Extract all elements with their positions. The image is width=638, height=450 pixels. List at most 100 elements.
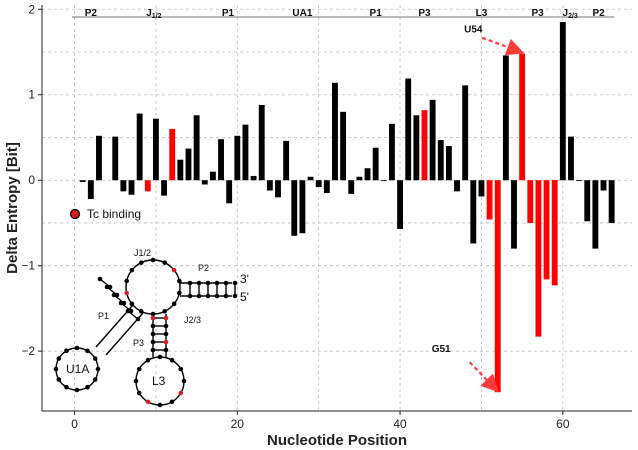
bar-series0-pos2: [87, 180, 94, 200]
bar-series1-pos12: [169, 128, 176, 181]
nucleotide: [133, 378, 139, 384]
nucleotide: [150, 257, 156, 263]
nucleotide: [171, 301, 177, 307]
bar-series0-pos62: [576, 180, 583, 182]
legend-label: Tc binding: [87, 207, 141, 221]
nucleotide: [187, 293, 193, 299]
y-tick-label: −1: [21, 259, 35, 273]
bar-series0-pos24: [266, 180, 273, 191]
inset-p2-label: P2: [198, 263, 209, 273]
region-label-4: P1: [370, 8, 383, 19]
inset-3prime-label: 3': [240, 272, 249, 286]
nucleotide: [214, 293, 220, 299]
bar-series0-pos8: [136, 113, 143, 181]
bar-series0-pos32: [332, 82, 338, 181]
bar-series0-pos14: [185, 148, 192, 181]
inset-u1a-label: U1A: [66, 362, 89, 376]
nucleotide: [177, 278, 182, 284]
nucleotide: [92, 356, 98, 361]
nucleotide: [150, 323, 156, 329]
bar-series0-pos29: [307, 176, 314, 181]
legend-marker: [69, 208, 81, 220]
bar-series0-pos60: [559, 22, 566, 181]
bar-series0-pos22: [250, 175, 257, 181]
region-label-6: L3: [476, 8, 488, 19]
bar-series0-pos61: [568, 136, 574, 181]
annotation-label-1: G51: [432, 344, 451, 355]
nucleotide: [56, 377, 62, 382]
nucleotide: [128, 308, 134, 314]
nucleotide-tc-binding: [145, 399, 151, 405]
nucleotide: [150, 347, 156, 353]
bar-series0-pos53: [502, 55, 509, 181]
nucleotide: [107, 284, 113, 290]
nucleotide: [223, 293, 229, 299]
nucleotide-tc-binding: [163, 315, 169, 321]
annotation-label-0: U54: [464, 25, 483, 36]
bar-series0-pos15: [193, 115, 200, 181]
nucleotide: [136, 366, 142, 372]
bar-series1-pos51: [486, 180, 493, 220]
bar-series0-pos11: [161, 180, 167, 196]
y-tick-label: −2: [21, 344, 35, 358]
rna-structure-inset: U1A L3 J1/2 P2 P1 J2/3 P3 3' 5': [53, 248, 249, 408]
nucleotide-tc-binding: [178, 390, 184, 396]
nucleotide: [205, 280, 211, 286]
bar-series0-pos7: [128, 180, 135, 195]
nucleotide: [150, 311, 156, 317]
bar-series0-pos27: [291, 180, 298, 236]
bar-series0-pos47: [454, 180, 460, 192]
nucleotide: [138, 260, 144, 265]
bar-series0-pos48: [462, 85, 469, 181]
plot-area: [42, 5, 632, 411]
x-tick-label: 20: [231, 417, 245, 431]
bar-series0-pos25: [275, 180, 281, 198]
nucleotide: [136, 390, 142, 396]
bar-series0-pos19: [226, 180, 233, 204]
bar-series0-pos42: [413, 115, 420, 181]
bar-series0-pos13: [177, 159, 184, 181]
y-axis-title: Delta Entropy [Bit]: [4, 142, 21, 274]
bar-series0-pos65: [600, 180, 607, 191]
region-label-2: P1: [222, 8, 235, 19]
bar-series0-pos44: [429, 99, 436, 181]
bar-series0-pos50: [478, 180, 485, 197]
nucleotide: [97, 276, 103, 282]
nucleotide: [135, 316, 141, 322]
inset-l3-label: L3: [152, 374, 166, 388]
bar-series0-pos10: [153, 118, 159, 181]
inset-nucleotides: [53, 257, 238, 408]
bar-series0-pos64: [592, 180, 599, 249]
bar-series0-pos1: [79, 180, 86, 182]
nucleotide: [95, 366, 101, 372]
region-label-3: UA1: [292, 8, 312, 19]
nucleotide: [138, 309, 144, 314]
nucleotide: [157, 402, 163, 408]
bar-series0-pos28: [299, 180, 306, 234]
bar-series0-pos16: [201, 180, 208, 185]
nucleotide: [205, 293, 211, 299]
bar-series0-pos35: [356, 176, 363, 181]
bar-series1-pos55: [519, 53, 526, 181]
bar-series0-pos63: [584, 180, 591, 222]
nucleotide: [163, 331, 169, 337]
nucleotide: [163, 323, 169, 329]
bar-series1-pos9: [144, 180, 151, 192]
x-axis-title: Nucleotide Position: [267, 432, 407, 449]
bar-series0-pos37: [372, 147, 379, 181]
bar-series0-pos26: [283, 140, 290, 181]
nucleotide: [178, 366, 184, 372]
bar-series0-pos31: [323, 180, 330, 194]
nucleotide-tc-binding: [150, 315, 156, 321]
nucleotide: [64, 348, 69, 354]
annotations: U54 G51: [432, 25, 525, 393]
bar-series1-pos43: [421, 110, 428, 181]
bar-series0-pos41: [405, 78, 412, 181]
nucleotide: [121, 300, 127, 306]
bar-series0-pos38: [380, 180, 387, 182]
bar-series1-pos52: [494, 180, 501, 393]
inset-p1-label: P1: [98, 311, 109, 321]
nucleotide: [214, 280, 220, 286]
